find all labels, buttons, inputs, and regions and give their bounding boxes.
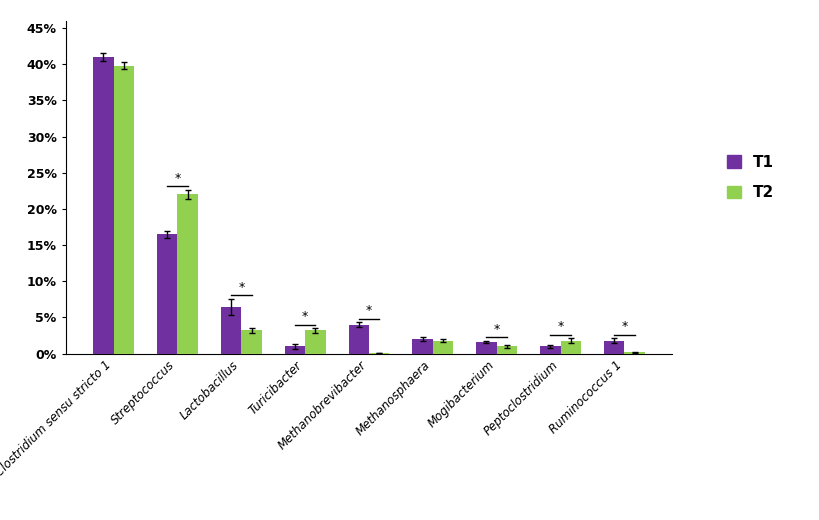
Bar	[412, 339, 432, 354]
Text: *: *	[301, 310, 308, 323]
Bar	[284, 346, 305, 354]
Bar	[177, 194, 197, 354]
Bar	[305, 330, 325, 354]
Legend: T1, T2: T1, T2	[726, 155, 773, 200]
Bar	[604, 341, 623, 354]
Bar	[220, 307, 241, 354]
Bar	[540, 346, 560, 354]
Bar	[241, 330, 261, 354]
Bar	[560, 341, 581, 354]
Bar	[623, 352, 644, 354]
Text: *: *	[238, 281, 244, 294]
Bar	[93, 57, 114, 354]
Bar	[369, 353, 389, 354]
Bar	[348, 324, 369, 354]
Bar	[476, 342, 496, 354]
Text: *: *	[174, 172, 180, 185]
Bar	[114, 66, 133, 354]
Bar	[432, 341, 453, 354]
Text: *: *	[557, 320, 563, 333]
Bar	[496, 346, 517, 354]
Text: *: *	[493, 322, 500, 335]
Bar	[156, 234, 177, 354]
Text: *: *	[365, 304, 372, 317]
Text: *: *	[621, 320, 627, 333]
